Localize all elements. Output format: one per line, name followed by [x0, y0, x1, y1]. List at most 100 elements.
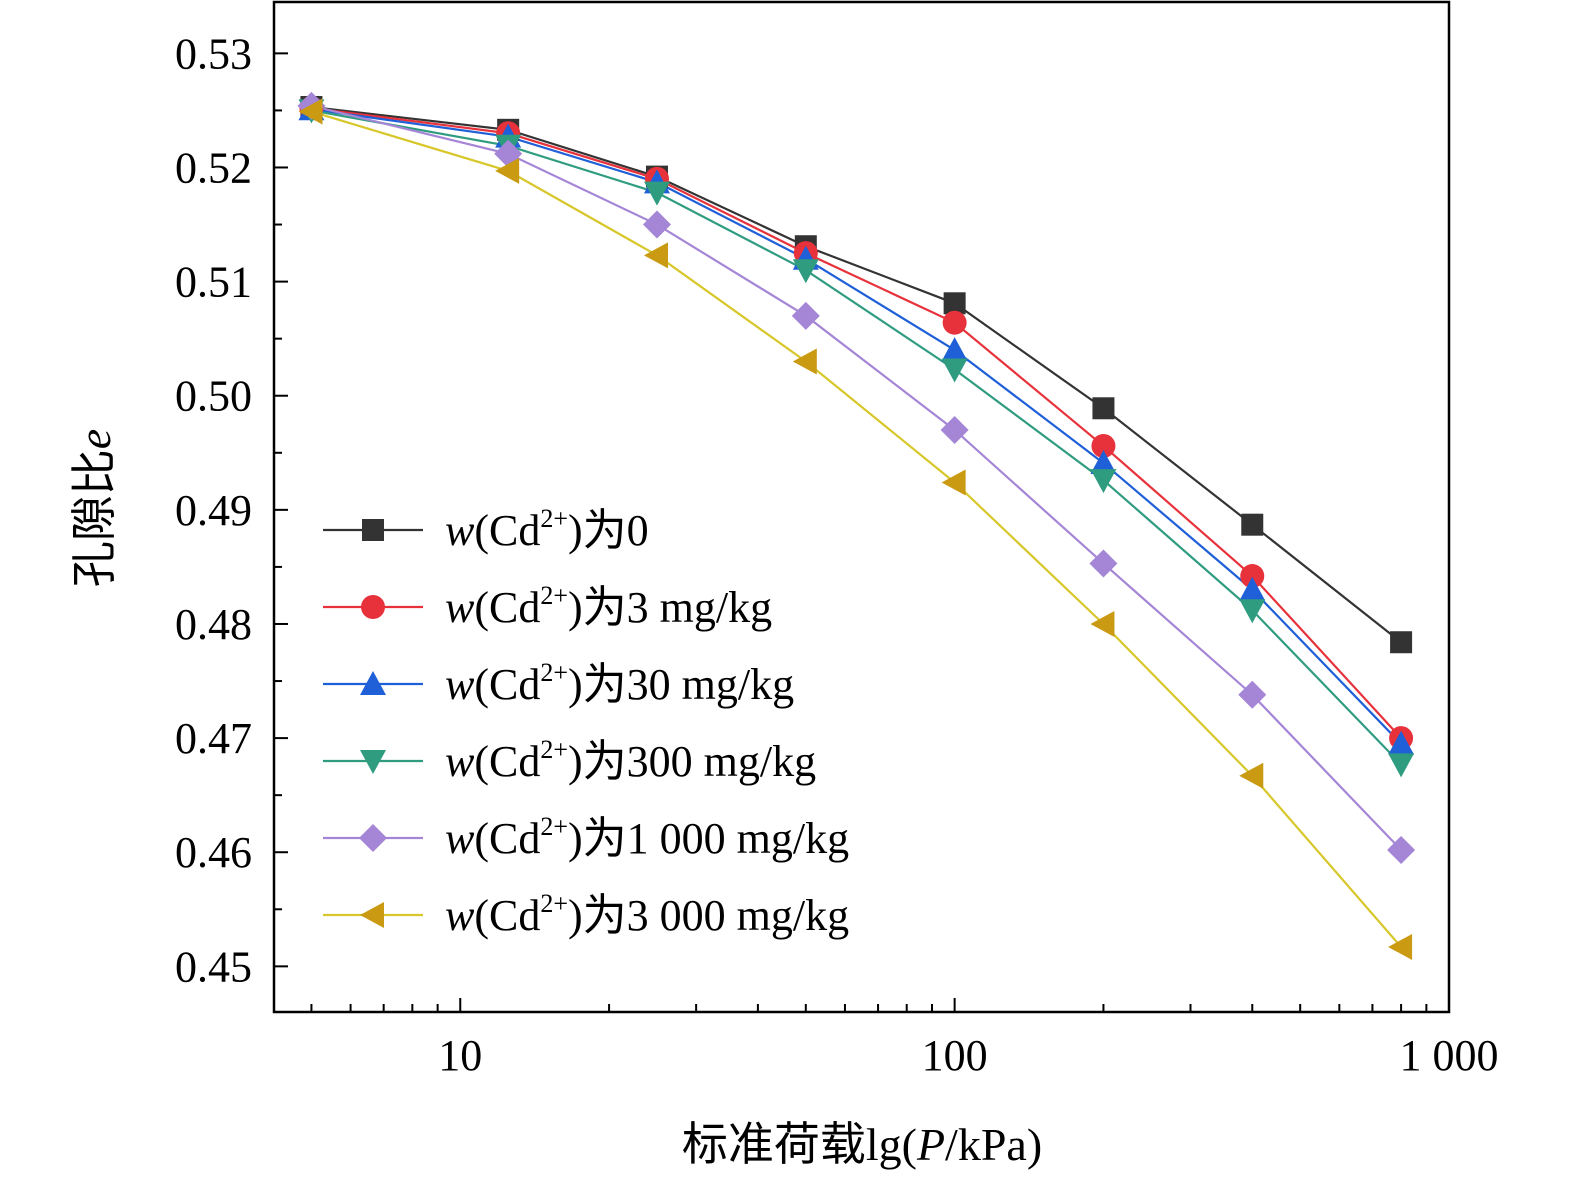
- data-point: [1090, 610, 1115, 637]
- series-markers-1: [299, 96, 1414, 751]
- y-axis-title-symbol: e: [69, 429, 120, 449]
- legend-item: w(Cd2+)为1 000 mg/kg: [323, 812, 849, 863]
- legend-label: w(Cd2+)为300 mg/kg: [445, 735, 816, 786]
- legend-label: w(Cd2+)为1 000 mg/kg: [445, 812, 849, 863]
- legend-label-superscript: 2+: [540, 581, 568, 610]
- series-line: [311, 105, 1402, 644]
- data-point: [941, 469, 966, 496]
- data-point: [792, 259, 819, 284]
- legend-label-value: )为30 mg/kg: [568, 660, 794, 709]
- series-0: [311, 105, 1402, 644]
- series-line: [311, 108, 1402, 745]
- legend-label-value: )为0: [568, 506, 649, 555]
- legend-label-superscript: 2+: [540, 889, 568, 918]
- series-line: [311, 109, 1402, 766]
- y-tick-label: 0.50: [175, 372, 252, 421]
- legend-item: w(Cd2+)为30 mg/kg: [323, 658, 794, 709]
- data-point: [940, 415, 969, 444]
- data-point: [1390, 631, 1413, 654]
- legend-label-value: )为300 mg/kg: [568, 737, 816, 786]
- series-markers-4: [297, 91, 1416, 864]
- data-point: [643, 242, 668, 269]
- legend-label-value: )为1 000 mg/kg: [568, 814, 849, 863]
- y-tick-label: 0.52: [175, 143, 252, 192]
- data-point: [1240, 564, 1265, 589]
- legend-label-symbol: w: [445, 737, 475, 786]
- legend-label: w(Cd2+)为0: [445, 504, 649, 555]
- legend-label-species: (Cd: [474, 583, 540, 632]
- legend-label-superscript: 2+: [540, 735, 568, 764]
- data-point: [1239, 599, 1266, 624]
- data-point: [298, 98, 323, 125]
- data-point: [1238, 680, 1267, 709]
- x-tick-label: 100: [922, 1031, 988, 1080]
- legend-label-value: )为3 000 mg/kg: [568, 891, 849, 940]
- data-point: [1388, 933, 1413, 960]
- plot-frame: [272, 0, 1451, 1014]
- legend-label: w(Cd2+)为30 mg/kg: [445, 658, 794, 709]
- legend-label-superscript: 2+: [540, 812, 568, 841]
- series-3: [311, 109, 1402, 766]
- series-layer: [297, 91, 1416, 960]
- data-point: [1090, 450, 1117, 475]
- data-point: [792, 348, 817, 375]
- legend-item: w(Cd2+)为0: [323, 504, 649, 555]
- data-point: [1239, 576, 1266, 601]
- data-point: [643, 181, 670, 206]
- data-point: [1092, 397, 1115, 420]
- data-point: [942, 310, 967, 335]
- legend-label: w(Cd2+)为3 000 mg/kg: [445, 889, 849, 940]
- y-tick-label: 0.53: [175, 29, 252, 78]
- data-point: [1239, 762, 1264, 789]
- legend-item: w(Cd2+)为300 mg/kg: [323, 735, 816, 786]
- data-point: [791, 301, 820, 330]
- data-point: [941, 358, 968, 383]
- legend-label-species: (Cd: [474, 814, 540, 863]
- series-markers-5: [298, 98, 1413, 960]
- x-axis-title: 标准荷载lg(P/kPa): [682, 1119, 1042, 1170]
- legend-item: w(Cd2+)为3 000 mg/kg: [323, 889, 849, 940]
- legend-label-symbol: w: [445, 891, 475, 940]
- legend-marker: [361, 595, 385, 619]
- data-point: [1241, 513, 1264, 536]
- legend-label-symbol: w: [445, 583, 475, 632]
- data-point: [941, 337, 968, 362]
- y-tick-label: 0.45: [175, 942, 252, 991]
- data-point: [642, 210, 671, 239]
- legend-label-symbol: w: [445, 814, 475, 863]
- legend: w(Cd2+)为0w(Cd2+)为3 mg/kgw(Cd2+)为30 mg/kg…: [323, 504, 849, 940]
- x-axis-title-text: 标准荷载lg(: [682, 1119, 917, 1170]
- legend-label-symbol: w: [445, 506, 475, 555]
- x-tick-label: 10: [438, 1031, 482, 1080]
- series-line: [311, 104, 1402, 851]
- data-point: [1091, 433, 1116, 458]
- y-tick-label: 0.49: [175, 486, 252, 535]
- legend-marker: [360, 671, 386, 695]
- legend-marker: [359, 824, 387, 852]
- series-5: [311, 110, 1402, 948]
- axes-layer: 0.45 0.46 0.47 0.48 0.49 0.50 0.51 0.52 0.53 10 10…: [175, 0, 1499, 1080]
- data-point: [1388, 753, 1415, 778]
- y-axis-title: 孔隙比e: [69, 429, 120, 587]
- legend-label-species: (Cd: [474, 660, 540, 709]
- legend-label-superscript: 2+: [540, 658, 568, 687]
- legend-label-species: (Cd: [474, 506, 540, 555]
- legend-label: w(Cd2+)为3 mg/kg: [445, 581, 772, 632]
- series-1: [311, 107, 1402, 739]
- y-tick-label: 0.46: [175, 828, 252, 877]
- data-point: [1089, 549, 1118, 578]
- data-point: [1388, 730, 1415, 755]
- series-2: [311, 108, 1402, 745]
- legend-label-species: (Cd: [474, 737, 540, 786]
- y-tick-label: 0.48: [175, 600, 252, 649]
- legend-label-symbol: w: [445, 660, 475, 709]
- legend-marker: [360, 750, 386, 774]
- data-point: [1090, 469, 1117, 494]
- legend-item: w(Cd2+)为3 mg/kg: [323, 581, 772, 632]
- series-4: [311, 104, 1402, 851]
- data-point: [943, 292, 966, 315]
- data-point: [1387, 835, 1416, 864]
- legend-label-value: )为3 mg/kg: [568, 583, 772, 632]
- x-axis-title-symbol: P: [916, 1119, 945, 1170]
